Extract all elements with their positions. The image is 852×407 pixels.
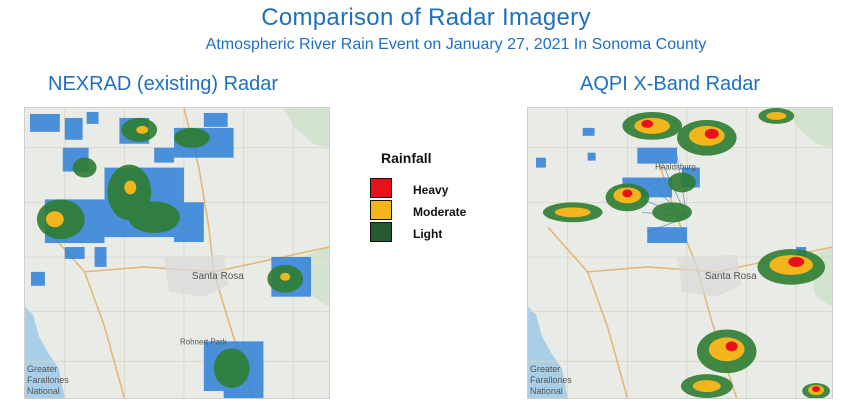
sea-label-line1: Greater <box>27 364 57 374</box>
sea-label-line3: National <box>27 386 60 396</box>
legend-label-light: Light <box>413 227 443 241</box>
nexrad-map-canvas: Santa Rosa Rohnert Park Greater Farallon… <box>25 108 329 398</box>
legend-swatch-heavy <box>370 178 392 198</box>
page-subtitle: Atmospheric River Rain Event on January … <box>205 36 707 53</box>
park-area <box>786 108 832 148</box>
sea-label-line2: Farallones <box>530 375 572 385</box>
sea-label-line2: Farallones <box>27 375 69 385</box>
legend-swatch-moderate <box>370 200 392 220</box>
legend-swatch-light <box>370 222 392 242</box>
nexrad-radar-map[interactable]: Santa Rosa Rohnert Park Greater Farallon… <box>24 107 330 399</box>
city2-label: Rohnert Park <box>180 337 227 346</box>
legend-title: Rainfall <box>381 150 432 166</box>
city-label: Santa Rosa <box>192 271 244 282</box>
rain-heavy <box>622 119 821 393</box>
aqpi-map-canvas: Healdsburg Santa Rosa Greater Farallones… <box>528 108 832 398</box>
rain-moderate <box>45 125 291 281</box>
page-title: Comparison of Radar Imagery <box>261 4 591 31</box>
legend-label-moderate: Moderate <box>413 205 467 219</box>
city3-label: Healdsburg <box>655 163 696 172</box>
city-area <box>677 254 742 297</box>
ocean-area <box>528 306 568 398</box>
city-label: Santa Rosa <box>705 271 757 282</box>
legend-label-heavy: Heavy <box>413 183 449 197</box>
nexrad-panel-label: NEXRAD (existing) Radar <box>48 73 279 95</box>
ocean-area <box>25 306 65 398</box>
sea-label-line3: National <box>530 386 563 396</box>
rain-light-green <box>542 108 830 398</box>
aqpi-panel-label: AQPI X-Band Radar <box>580 73 761 95</box>
sea-label-line1: Greater <box>530 364 560 374</box>
city-area <box>164 254 229 297</box>
aqpi-radar-map[interactable]: Healdsburg Santa Rosa Greater Farallones… <box>527 107 833 399</box>
park-area <box>283 108 329 148</box>
